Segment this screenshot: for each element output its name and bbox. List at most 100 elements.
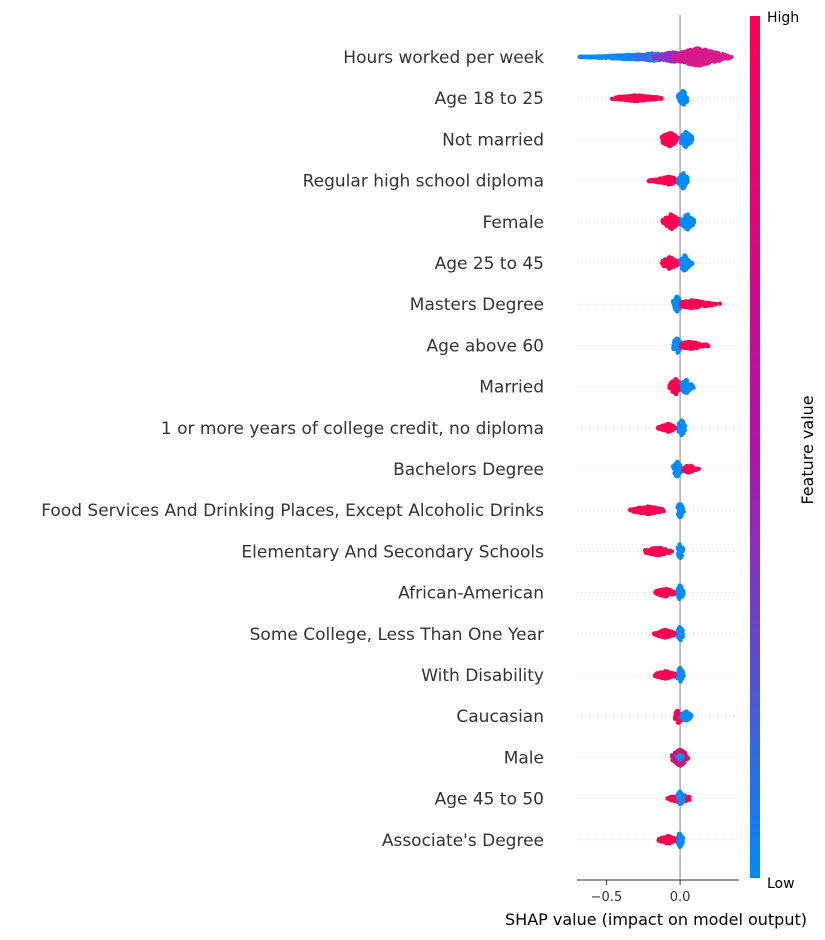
shap-point	[645, 54, 650, 59]
shap-point	[677, 509, 682, 514]
shap-point	[684, 264, 689, 269]
shap-point	[643, 506, 648, 511]
shap-point	[684, 216, 689, 221]
shap-point	[684, 709, 689, 714]
shap-point	[609, 55, 614, 60]
shap-point	[689, 713, 694, 719]
shap-point	[725, 54, 730, 59]
shap-point	[690, 385, 696, 390]
shap-point	[684, 222, 689, 227]
shap-point	[681, 59, 686, 64]
shap-point	[666, 143, 671, 148]
shap-point	[666, 260, 671, 265]
beeswarm-layer	[577, 46, 734, 849]
shap-point	[680, 591, 685, 596]
shap-point	[660, 671, 666, 676]
shap-point	[690, 344, 695, 349]
row-gridlines	[577, 56, 739, 841]
feature-swarm	[667, 376, 696, 397]
shap-point	[682, 427, 688, 433]
shap-point	[695, 49, 700, 54]
shap-point	[720, 52, 725, 57]
shap-point	[647, 96, 653, 101]
shap-point	[668, 225, 673, 230]
shap-point	[670, 386, 675, 391]
shap-point	[679, 586, 684, 592]
shap-point	[671, 263, 677, 268]
shap-point	[676, 427, 681, 432]
shap-point	[681, 94, 686, 99]
shap-point	[682, 136, 687, 141]
shap-point	[582, 54, 587, 60]
shap-point	[679, 99, 684, 104]
shap-point	[657, 178, 662, 183]
shap-point	[717, 58, 722, 63]
shap-point	[688, 134, 694, 139]
shap-point	[678, 172, 684, 177]
shap-point	[659, 590, 664, 595]
feature-swarm	[669, 747, 691, 768]
shap-point	[647, 549, 652, 554]
feature-swarm	[659, 129, 695, 150]
shap-point	[688, 261, 693, 266]
shap-point	[696, 342, 701, 347]
shap-point	[670, 213, 675, 218]
shap-point	[660, 425, 665, 430]
shap-point	[613, 53, 618, 59]
shap-point	[631, 507, 636, 512]
shap-point	[663, 220, 668, 225]
feature-swarm	[642, 542, 686, 560]
shap-point	[654, 672, 659, 677]
shap-point	[592, 54, 597, 59]
shap-point	[690, 137, 695, 143]
shap-point	[670, 299, 675, 304]
feature-swarm	[653, 583, 686, 602]
shap-point	[692, 61, 698, 66]
shap-point	[671, 52, 676, 57]
shap-point	[663, 133, 668, 138]
shap-point	[632, 95, 637, 100]
shap-point	[688, 61, 693, 66]
shap-point	[674, 716, 679, 722]
shap-point	[672, 631, 677, 636]
shap-point	[676, 55, 681, 61]
feature-swarm	[651, 624, 685, 643]
shap-point	[704, 302, 709, 307]
shap-point	[665, 634, 670, 639]
shap-point	[676, 464, 681, 469]
shap-point	[657, 632, 662, 637]
shap-point	[625, 96, 630, 101]
shap-point	[706, 50, 711, 55]
shap-point	[661, 141, 667, 146]
shap-point	[710, 55, 715, 60]
shap-point	[681, 182, 686, 188]
shap-point	[684, 49, 690, 55]
shap-point	[683, 340, 688, 345]
shap-point	[651, 631, 657, 636]
shap-point	[680, 386, 685, 391]
shap-point	[706, 343, 711, 349]
shap-point	[665, 179, 670, 184]
shap-point	[660, 628, 665, 633]
shap-point	[712, 59, 718, 64]
shap-point	[663, 547, 668, 552]
shap-point	[703, 53, 709, 58]
shap-point	[578, 54, 583, 59]
shap-point	[665, 51, 670, 56]
shap-point	[682, 303, 687, 309]
shap-point	[682, 53, 687, 59]
shap-point	[668, 131, 673, 136]
shap-point	[708, 302, 713, 307]
shap-point	[694, 466, 700, 471]
shap-point	[681, 509, 686, 514]
feature-swarm	[660, 212, 697, 232]
shap-point	[667, 550, 672, 555]
feature-swarm	[670, 294, 723, 314]
shap-point	[665, 429, 671, 434]
shap-point	[679, 712, 684, 717]
shap-point	[653, 505, 658, 511]
shap-point	[686, 55, 692, 60]
shap-point	[698, 59, 704, 65]
shap-point	[653, 54, 658, 59]
